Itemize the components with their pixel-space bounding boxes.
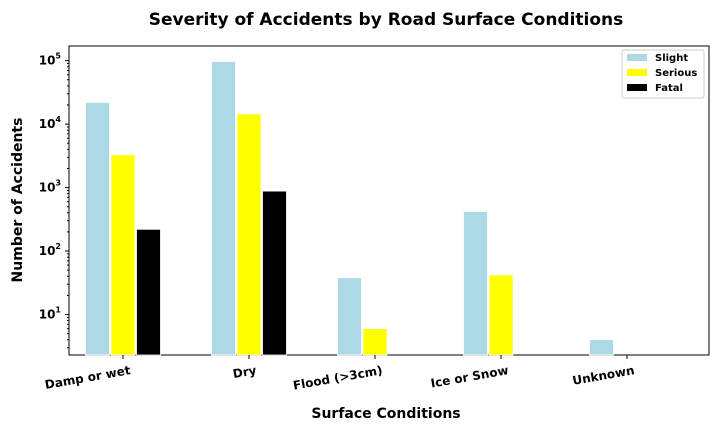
legend-label-slight: Slight — [655, 53, 688, 64]
x-tick-label-flood-3cm: Flood (>3cm) — [292, 363, 384, 393]
legend-swatch-serious — [627, 69, 647, 76]
x-tick-label-ice-or-snow: Ice or Snow — [430, 363, 510, 390]
bars-group — [85, 61, 614, 356]
legend-swatch-slight — [627, 54, 647, 61]
x-ticks-group: Damp or wet Dry Flood (>3cm) Ice or Snow Unk… — [44, 355, 636, 393]
legend-label-serious: Serious — [655, 68, 697, 79]
y-tick-label: 101 — [39, 306, 62, 322]
legend: Slight Serious Fatal — [621, 49, 705, 99]
y-tick-label: 102 — [39, 242, 61, 258]
x-tick-label-damp-or-wet: Damp or wet — [44, 363, 132, 392]
bar-fatal-damp-or-wet — [136, 228, 161, 356]
bar-slight-ice-or-snow — [463, 211, 488, 356]
bar-fatal-dry — [262, 190, 287, 356]
bar-serious-flood-3cm — [362, 328, 388, 356]
y-tick-label: 103 — [39, 179, 61, 195]
bar-serious-damp-or-wet — [110, 154, 136, 356]
x-axis-label: Surface Conditions — [311, 406, 460, 422]
chart-title: Severity of Accidents by Road Surface Co… — [149, 10, 624, 30]
bar-slight-unknown — [589, 339, 614, 356]
legend-label-fatal: Fatal — [655, 83, 683, 94]
y-tick-label: 105 — [39, 52, 62, 68]
x-tick-label-dry: Dry — [232, 363, 258, 381]
y-axis-label: Number of Accidents — [10, 118, 26, 283]
bar-serious-ice-or-snow — [488, 274, 514, 356]
bar-serious-dry — [236, 113, 262, 356]
plot-frame — [68, 45, 710, 356]
bar-slight-flood-3cm — [337, 277, 362, 356]
legend-swatch-fatal — [627, 84, 647, 91]
y-ticks-group: 101 102 103 104 105 — [39, 52, 69, 349]
bar-slight-damp-or-wet — [85, 102, 110, 356]
bar-slight-dry — [211, 61, 236, 356]
y-tick-label: 104 — [39, 115, 62, 131]
x-tick-label-unknown: Unknown — [571, 363, 635, 388]
